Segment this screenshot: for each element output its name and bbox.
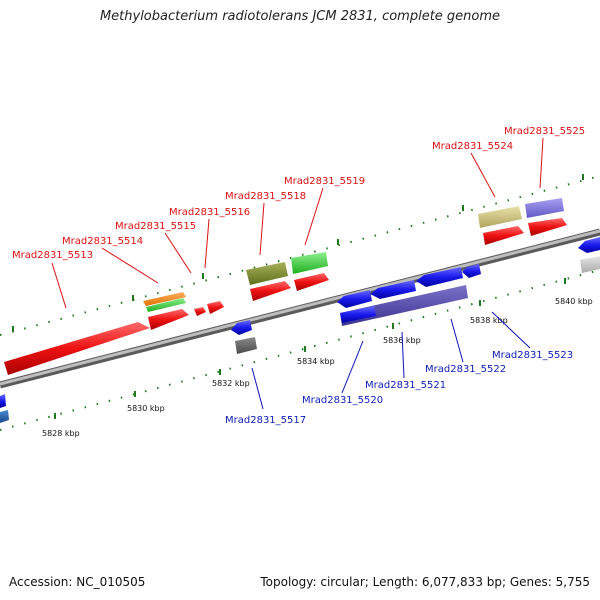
gene-feature[interactable] (231, 320, 252, 335)
accession-text: Accession: NC_010505 (9, 575, 146, 589)
genome-summary-text: Topology: circular; Length: 6,077,833 bp… (260, 575, 590, 589)
gene-feature[interactable] (294, 273, 329, 291)
kbp-label: 5840 kbp (555, 297, 593, 306)
gene-label: Mrad2831_5515 (115, 221, 196, 232)
gene-feature[interactable] (246, 262, 288, 285)
gene-feature[interactable] (478, 206, 522, 228)
gene-label: Mrad2831_5514 (62, 236, 143, 247)
gene-feature[interactable] (462, 264, 481, 278)
gene-feature[interactable] (370, 280, 416, 299)
gene-label: Mrad2831_5518 (225, 191, 306, 202)
kbp-label: 5830 kbp (127, 404, 165, 413)
gene-label: Mrad2831_5521 (365, 380, 446, 391)
gene-feature[interactable] (340, 306, 376, 323)
gene-feature[interactable] (580, 256, 600, 273)
gene-feature[interactable] (0, 410, 9, 423)
gene-label: Mrad2831_5516 (169, 207, 250, 218)
gene-feature[interactable] (148, 309, 189, 330)
kbp-label: 5838 kbp (470, 316, 508, 325)
gene-label: Mrad2831_5523 (492, 350, 573, 361)
gene-feature[interactable] (578, 237, 600, 253)
kbp-label: 5836 kbp (383, 336, 421, 345)
gene-label: Mrad2831_5522 (425, 364, 506, 375)
gene-labels-top: Mrad2831_5513 Mrad2831_5514 Mrad2831_551… (12, 126, 585, 261)
gene-label: Mrad2831_5524 (432, 141, 513, 152)
gene-feature[interactable] (416, 267, 463, 287)
gene-label: Mrad2831_5517 (225, 415, 306, 426)
gene-feature[interactable] (525, 198, 564, 218)
forward-genes[interactable] (4, 198, 567, 375)
gene-feature[interactable] (143, 292, 186, 306)
gene-label: Mrad2831_5520 (302, 395, 383, 406)
kbp-labels: 5828 kbp 5830 kbp 5832 kbp 5834 kbp 5836… (42, 297, 593, 438)
gene-label: Mrad2831_5519 (284, 176, 365, 187)
gene-feature[interactable] (337, 290, 372, 308)
gene-feature[interactable] (235, 337, 257, 354)
leader-lines-bottom (251, 311, 531, 410)
reverse-genes[interactable] (0, 237, 600, 423)
gene-feature[interactable] (207, 301, 224, 314)
gene-feature[interactable] (528, 218, 567, 236)
map-title: Methylobacterium radiotolerans JCM 2831,… (99, 9, 501, 24)
gene-labels-bottom: Mrad2831_5517 Mrad2831_5520 Mrad2831_552… (225, 350, 573, 426)
gene-feature[interactable] (146, 298, 186, 312)
kbp-label: 5832 kbp (212, 379, 250, 388)
gene-label: Mrad2831_5513 (12, 250, 93, 261)
gene-feature[interactable] (483, 226, 524, 245)
gene-feature[interactable] (4, 322, 150, 375)
gene-feature[interactable] (291, 252, 328, 274)
major-ticks (12, 174, 584, 419)
gene-feature[interactable] (250, 281, 291, 301)
kbp-label: 5834 kbp (297, 357, 335, 366)
kbp-label: 5828 kbp (42, 429, 80, 438)
genome-backbone (0, 228, 600, 389)
gene-feature[interactable] (0, 394, 6, 408)
leader-lines-top (51, 137, 544, 309)
gene-feature[interactable] (194, 307, 206, 316)
gene-label: Mrad2831_5525 (504, 126, 585, 137)
